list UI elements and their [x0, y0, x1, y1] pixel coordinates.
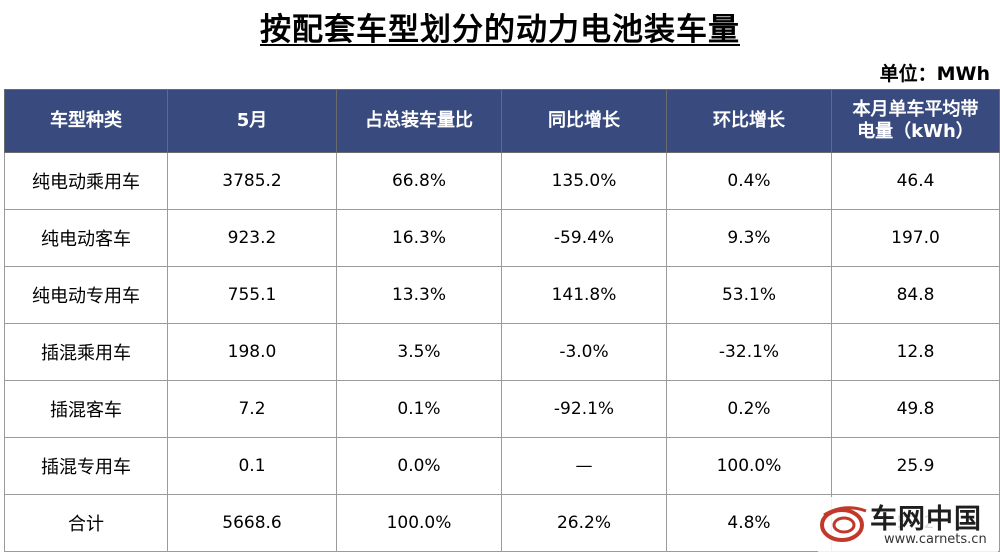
- table-cell: -59.4%: [501, 209, 667, 267]
- carnets-logo-icon: [820, 506, 867, 542]
- chart-title: 按配套车型划分的动力电池装车量: [0, 4, 1000, 49]
- table-cell: 53.1%: [666, 266, 832, 324]
- data-table: 车型种类 5月 占总装车量比 同比增长 环比增长 本月单车平均带电量（kWh） …: [4, 89, 1000, 552]
- table-cell: 3.5%: [336, 323, 502, 381]
- row-label-cell: 纯电动专用车: [4, 266, 168, 324]
- unit-label: 单位：MWh: [879, 63, 990, 85]
- carnets-logo: 车网中国 www.carnets.cn: [818, 497, 998, 552]
- row-label-cell: 插混客车: [4, 380, 168, 438]
- table-body: 纯电动乘用车 3785.2 66.8% 135.0% 0.4% 46.4 纯电动客车 923.…: [4, 152, 1000, 552]
- header-cell-may: 5月: [167, 89, 337, 153]
- table-row: 插混专用车 0.1 0.0% —100.0% 25.9: [4, 437, 1000, 495]
- table-cell: 0.1%: [336, 380, 502, 438]
- table-cell: 923.2: [167, 209, 337, 267]
- table-row: 纯电动乘用车 3785.2 66.8% 135.0% 0.4% 46.4: [4, 152, 1000, 210]
- chart-title-text: 按配套车型划分的动力电池装车量: [260, 12, 740, 48]
- table-header-row: 车型种类 5月 占总装车量比 同比增长 环比增长 本月单车平均带电量（kWh）: [4, 89, 1000, 153]
- header-cell-vehicle-type: 车型种类: [4, 89, 168, 153]
- logo-brand: 车网中国: [870, 504, 982, 535]
- table-cell: 25.9: [831, 437, 1000, 495]
- table-cell: 755.1: [167, 266, 337, 324]
- table-cell: 135.0%: [501, 152, 667, 210]
- table-cell: 3785.2: [167, 152, 337, 210]
- table-cell: 49.8: [831, 380, 1000, 438]
- table-cell: 0.4%: [666, 152, 832, 210]
- row-label-cell: 插混乘用车: [4, 323, 168, 381]
- row-label-cell: 纯电动乘用车: [4, 152, 168, 210]
- table-row: 纯电动客车 923.2 16.3% -59.4% 9.3% 197.0: [4, 209, 1000, 267]
- table-cell: -3.0%: [501, 323, 667, 381]
- table-cell: 141.8%: [501, 266, 667, 324]
- table-cell: 7.2: [167, 380, 337, 438]
- table-cell: 66.8%: [336, 152, 502, 210]
- table-row: 插混客车 7.2 0.1% -92.1% 0.2% 49.8: [4, 380, 1000, 438]
- row-label-cell: 纯电动客车: [4, 209, 168, 267]
- table-cell: -92.1%: [501, 380, 667, 438]
- table-cell: 100.0%: [666, 437, 832, 495]
- header-cell-avg-capacity: 本月单车平均带电量（kWh）: [831, 89, 1000, 153]
- table-row: 纯电动专用车 755.1 13.3% 141.8% 53.1% 84.8: [4, 266, 1000, 324]
- table-cell: 197.0: [831, 209, 1000, 267]
- table-cell: 46.4: [831, 152, 1000, 210]
- row-label-cell: 合计: [4, 494, 168, 552]
- row-label-cell: 插混专用车: [4, 437, 168, 495]
- logo-site: www.carnets.cn: [884, 532, 987, 547]
- header-cell-share: 占总装车量比: [336, 89, 502, 153]
- table-cell: 12.8: [831, 323, 1000, 381]
- table-cell: 16.3%: [336, 209, 502, 267]
- table-cell: 100.0%: [336, 494, 502, 552]
- table-cell: 0.2%: [666, 380, 832, 438]
- header-cell-yoy: 同比增长: [501, 89, 667, 153]
- table-cell: 0.0%: [336, 437, 502, 495]
- table-cell: 0.1: [167, 437, 337, 495]
- table-cell: 4.8%: [666, 494, 832, 552]
- table-cell: 5668.6: [167, 494, 337, 552]
- table-cell: 9.3%: [666, 209, 832, 267]
- table-cell: 13.3%: [336, 266, 502, 324]
- table-cell: —: [501, 437, 667, 495]
- table-cell: 198.0: [167, 323, 337, 381]
- table-cell: -32.1%: [666, 323, 832, 381]
- table-cell: 84.8: [831, 266, 1000, 324]
- table-row: 插混乘用车 198.0 3.5% -3.0% -32.1% 12.8: [4, 323, 1000, 381]
- table-cell: 26.2%: [501, 494, 667, 552]
- header-cell-mom: 环比增长: [666, 89, 832, 153]
